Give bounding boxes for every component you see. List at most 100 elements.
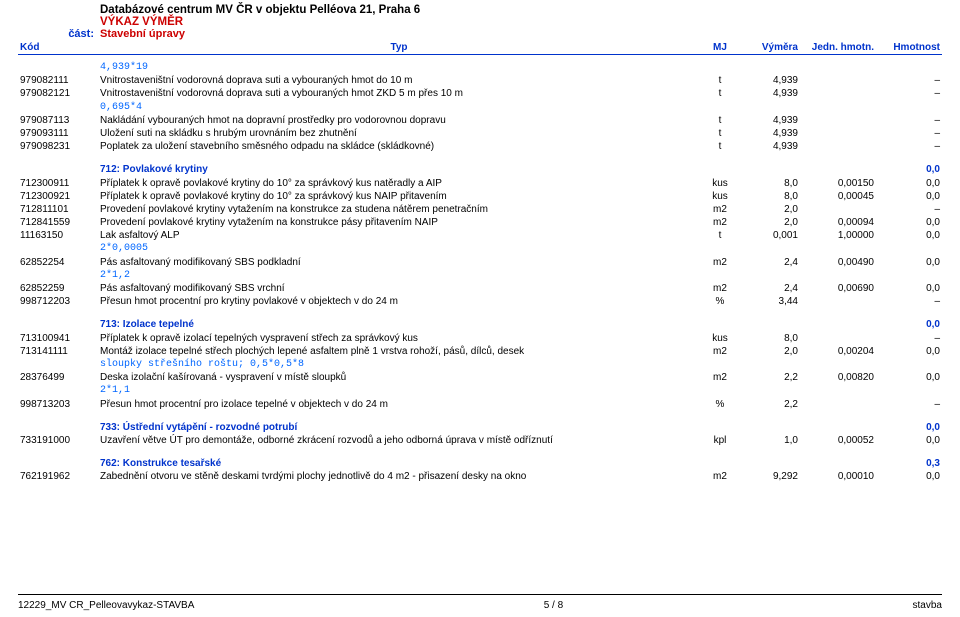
cell-unit-weight: 0,00204 (804, 345, 880, 358)
cell-unit-weight (804, 61, 880, 74)
cell-mj: t (698, 74, 742, 87)
cell-mj: t (698, 114, 742, 127)
cell-total (880, 269, 942, 282)
cell-qty: 4,939 (742, 114, 804, 127)
cell-mj (698, 101, 742, 114)
cell-mj: m2 (698, 282, 742, 295)
cell-total: 0,0 (880, 345, 942, 358)
cell-code: 28376499 (18, 371, 100, 384)
cell-mj (698, 242, 742, 255)
doc-subtitle: VÝKAZ VÝMĚR (100, 16, 942, 28)
cell-desc: 712: Povlakové krytiny (100, 163, 698, 176)
cell-mj (698, 61, 742, 74)
cell-total: – (880, 332, 942, 345)
cell-desc: 762: Konstrukce tesařské (100, 457, 698, 470)
cell-unit-weight (804, 242, 880, 255)
row-spacer (18, 308, 942, 318)
cell-qty: 4,939 (742, 140, 804, 153)
cell-desc: Vnitrostaveništní vodorovná doprava suti… (100, 74, 698, 87)
footer-right: stavba (913, 600, 942, 611)
cell-mj: m2 (698, 216, 742, 229)
cell-desc: Příplatek k opravě izolací tepelných vys… (100, 332, 698, 345)
cell-mj (698, 384, 742, 397)
cell-total: – (880, 127, 942, 140)
cell-desc: Vnitrostaveništní vodorovná doprava suti… (100, 87, 698, 100)
cell-code: 998713203 (18, 398, 100, 411)
cell-qty (742, 384, 804, 397)
cell-desc: Uložení suti na skládku s hrubým urovnán… (100, 127, 698, 140)
cell-unit-weight (804, 269, 880, 282)
cell-desc: Přesun hmot procentní pro krytiny povlak… (100, 295, 698, 308)
cell-desc: Deska izolační kašírovaná - vyspravení v… (100, 371, 698, 384)
cell-qty: 4,939 (742, 87, 804, 100)
table-row: 713100941Příplatek k opravě izolací tepe… (18, 332, 942, 345)
table-row: 712300921Příplatek k opravě povlakové kr… (18, 190, 942, 203)
cell-total (880, 358, 942, 371)
section-row: 733: Ústřední vytápění - rozvodné potrub… (18, 421, 942, 434)
cell-total: – (880, 203, 942, 216)
header-left-empty1 (18, 0, 100, 16)
cell-qty (742, 61, 804, 74)
cell-qty (742, 163, 804, 176)
cell-desc: Lak asfaltový ALP (100, 229, 698, 242)
cell-unit-weight (804, 332, 880, 345)
cell-qty: 9,292 (742, 470, 804, 483)
table-row: 979082121Vnitrostaveništní vodorovná dop… (18, 87, 942, 100)
cell-desc: Montáž izolace tepelné střech plochých l… (100, 345, 698, 358)
cell-mj: t (698, 229, 742, 242)
cell-code (18, 163, 100, 176)
section-row: 713: Izolace tepelné0,0 (18, 318, 942, 331)
calc-note-row: 4,939*19 (18, 61, 942, 74)
cell-mj (698, 163, 742, 176)
cell-code (18, 242, 100, 255)
table-row: 62852254Pás asfaltovaný modifikovaný SBS… (18, 256, 942, 269)
cell-unit-weight (804, 421, 880, 434)
calc-note-row: sloupky střešního roštu; 0,5*0,5*8 (18, 358, 942, 371)
cell-total: – (880, 140, 942, 153)
row-spacer (18, 411, 942, 421)
cell-unit-weight: 0,00690 (804, 282, 880, 295)
table-row: 712300911Příplatek k opravě povlakové kr… (18, 177, 942, 190)
cell-total: 0,0 (880, 282, 942, 295)
cell-mj: t (698, 140, 742, 153)
cell-desc: Provedení povlakové krytiny vytažením na… (100, 216, 698, 229)
cell-total: 0,0 (880, 421, 942, 434)
cell-code: 979087113 (18, 114, 100, 127)
cell-total (880, 101, 942, 114)
cell-qty (742, 457, 804, 470)
cell-qty: 2,2 (742, 371, 804, 384)
footer: 12229_MV CR_Pelleovavykaz-STAVBA 5 / 8 s… (18, 600, 942, 611)
cell-qty: 8,0 (742, 332, 804, 345)
cell-qty: 2,2 (742, 398, 804, 411)
cell-total: 0,0 (880, 177, 942, 190)
cell-qty (742, 242, 804, 255)
cell-code: 712300921 (18, 190, 100, 203)
cell-qty: 8,0 (742, 177, 804, 190)
table-row: 979098231Poplatek za uložení stavebního … (18, 140, 942, 153)
cell-desc: 4,939*19 (100, 61, 698, 74)
cell-code: 998712203 (18, 295, 100, 308)
col-code: Kód (18, 42, 100, 53)
cell-code: 712841559 (18, 216, 100, 229)
cell-desc: Pás asfaltovaný modifikovaný SBS podklad… (100, 256, 698, 269)
section-row: 762: Konstrukce tesařské0,3 (18, 457, 942, 470)
table-row: 712811101Provedení povlakové krytiny vyt… (18, 203, 942, 216)
cell-unit-weight (804, 114, 880, 127)
cell-total: – (880, 74, 942, 87)
cell-total: 0,0 (880, 190, 942, 203)
cell-qty (742, 101, 804, 114)
cell-desc: Příplatek k opravě povlakové krytiny do … (100, 190, 698, 203)
cell-unit-weight: 0,00150 (804, 177, 880, 190)
cell-unit-weight (804, 203, 880, 216)
col-unit: Jedn. hmotn. (804, 42, 880, 53)
cell-code: 62852259 (18, 282, 100, 295)
cell-unit-weight: 0,00045 (804, 190, 880, 203)
cell-desc: sloupky střešního roštu; 0,5*0,5*8 (100, 358, 698, 371)
cell-code (18, 384, 100, 397)
table-row: 62852259Pás asfaltovaný modifikovaný SBS… (18, 282, 942, 295)
cell-total: 0,0 (880, 256, 942, 269)
cell-code: 979082121 (18, 87, 100, 100)
cell-unit-weight (804, 295, 880, 308)
footer-divider (18, 594, 942, 595)
cell-code: 62852254 (18, 256, 100, 269)
